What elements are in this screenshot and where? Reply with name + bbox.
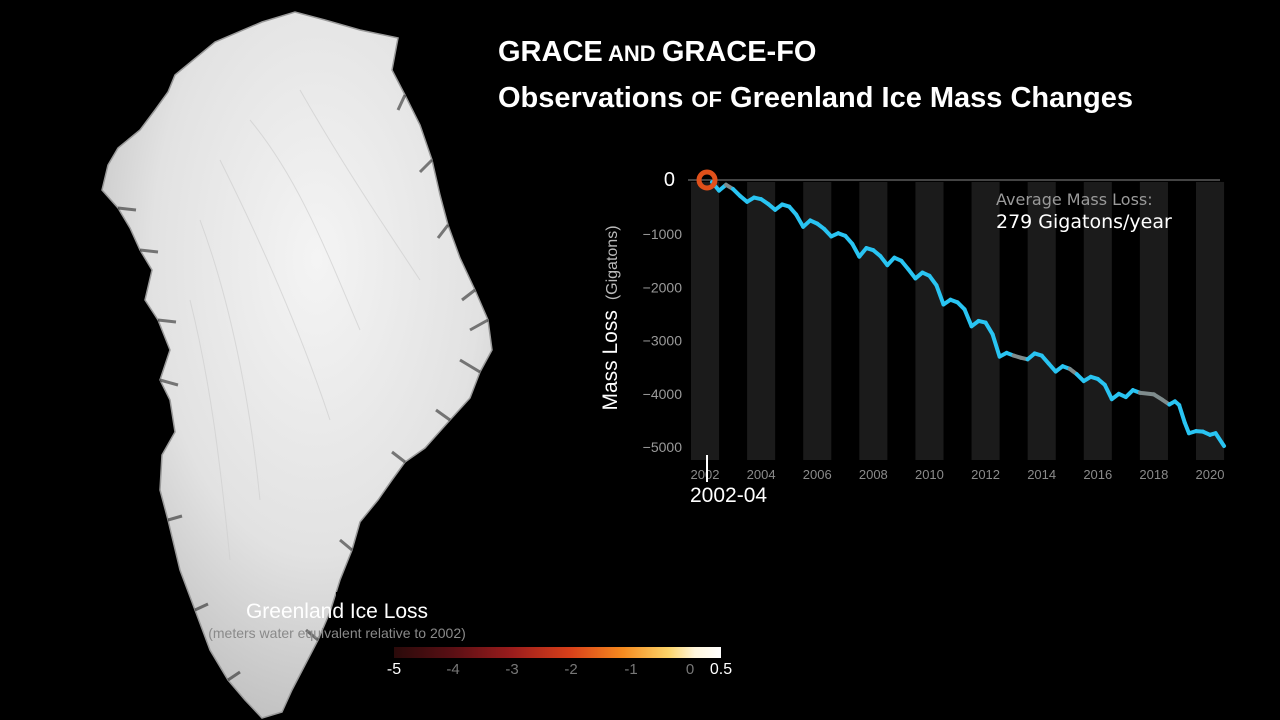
colorbar-tick: 0 — [685, 661, 695, 678]
x-tick-label: 2016 — [1083, 467, 1112, 482]
colorbar-tick-max: 0.5 — [709, 661, 733, 678]
title-grace-fo: GRACE-FO — [661, 36, 817, 68]
ice-flow-texture — [189, 89, 421, 561]
x-tick-label: 2008 — [859, 467, 888, 482]
x-tick-label: 2010 — [915, 467, 944, 482]
x-tick-label: 2012 — [971, 467, 1000, 482]
y-tick-label: −3000 — [643, 333, 683, 349]
x-tick-label: 2002 — [691, 467, 720, 482]
y-tick-label: −4000 — [643, 386, 683, 402]
year-band — [747, 182, 776, 460]
colorbar-tick: -2 — [564, 661, 578, 678]
current-position-marker — [696, 169, 718, 191]
avg-loss-value: 279 Gigatons/year — [996, 211, 1172, 233]
legend-colorbar — [394, 647, 721, 658]
year-band — [803, 182, 832, 460]
series-segment — [1177, 403, 1187, 425]
title-of: of — [691, 87, 722, 112]
series-lines — [710, 180, 1227, 448]
y-tick-label: −2000 — [643, 279, 683, 295]
title-line-2: Observations of Greenland Ice Mass Chang… — [498, 76, 1133, 122]
greenland-ice-sheet — [101, 11, 493, 719]
year-band — [691, 182, 720, 460]
x-tick-label: 2014 — [1027, 467, 1056, 482]
series-segment — [990, 332, 1002, 359]
year-band — [859, 182, 888, 460]
y-axis-unit: (Gigatons) — [604, 225, 621, 300]
colorbar-tick: -3 — [505, 661, 519, 678]
series-segment — [1213, 431, 1227, 448]
title-observations: Observations — [498, 82, 692, 114]
current-date-label: 2002-04 — [690, 484, 767, 507]
colorbar-tick: -4 — [446, 661, 460, 678]
legend-panel — [336, 592, 760, 692]
greenland-map — [101, 11, 493, 719]
series-segment — [794, 212, 806, 229]
series-segment — [934, 283, 946, 307]
title-greenland: Greenland Ice Mass Changes — [721, 82, 1133, 114]
x-tick-label: 2004 — [747, 467, 776, 482]
legend-subtitle: (meters water equivalent relative to 200… — [208, 625, 466, 641]
series-segment — [850, 241, 862, 259]
x-tick-label: 2018 — [1139, 467, 1168, 482]
coastline-fjords — [117, 94, 489, 682]
colorbar-tick: -1 — [624, 661, 638, 678]
y-tick-label: 0 — [664, 169, 675, 191]
series-segment — [1137, 390, 1156, 397]
year-band — [1139, 182, 1168, 460]
series-segment — [983, 320, 995, 337]
x-axis-ticks: 2002 2004 2006 2008 2010 2012 2014 2016 2018 2020 — [691, 467, 1225, 482]
page-title: GRACE and GRACE-FO Observations of Green… — [498, 30, 1133, 122]
legend-title: Greenland Ice Loss — [245, 600, 429, 623]
year-band — [1083, 182, 1112, 460]
title-line-1: GRACE and GRACE-FO — [498, 30, 1133, 76]
year-band — [1196, 182, 1225, 460]
y-axis-label-text: Mass Loss — [599, 310, 622, 410]
x-tick-label: 2020 — [1196, 467, 1225, 482]
year-bands — [691, 182, 1225, 460]
title-grace: GRACE — [498, 36, 603, 68]
y-tick-label: −1000 — [643, 226, 683, 242]
title-and: and — [602, 41, 662, 66]
y-axis-label: Mass Loss (Gigatons) — [599, 225, 622, 410]
y-tick-label: −5000 — [643, 439, 683, 455]
series-segment — [1102, 382, 1114, 402]
year-band — [1027, 182, 1056, 460]
avg-loss-label: Average Mass Loss: — [996, 190, 1153, 209]
y-axis-ticks: 0 −1000 −2000 −3000 −4000 −5000 — [643, 169, 683, 455]
x-tick-label: 2006 — [803, 467, 832, 482]
year-band — [915, 182, 944, 460]
series-segment — [962, 307, 974, 329]
colorbar-tick-min: -5 — [386, 661, 402, 678]
